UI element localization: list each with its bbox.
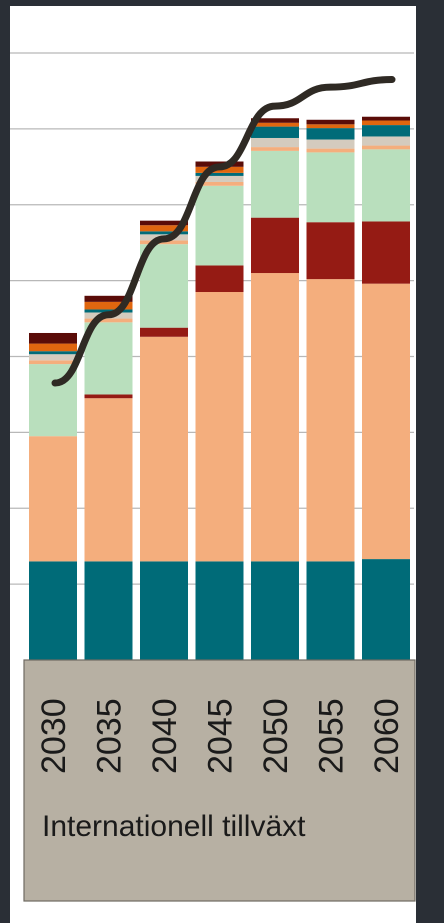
- group-label: Internationell tillväxt: [42, 810, 306, 843]
- bar-segment-2040-8: [140, 225, 188, 232]
- bar-segment-2050-8: [251, 122, 299, 127]
- bar-segment-2035-9: [84, 295, 133, 302]
- bar-segment-2050-2: [251, 273, 299, 562]
- bar-segment-2040-4: [140, 244, 188, 328]
- bar-segment-2060-5: [362, 145, 410, 150]
- category-axis: 2030 2035 2040 2045 2050 2055 2060 Internation…: [23, 659, 416, 902]
- bar-segment-2045-6: [195, 175, 244, 182]
- bar-segment-2035-8: [84, 301, 133, 310]
- tick-label-2060: 2060: [368, 698, 406, 774]
- bar-segment-2060-3: [362, 221, 410, 284]
- bar-segment-2045-2: [195, 292, 244, 562]
- bar-segment-2035-3: [84, 394, 133, 399]
- bar-segment-2050-9: [251, 118, 299, 123]
- bar-segment-2060-4: [362, 149, 410, 222]
- bar-segment-2035-4: [84, 322, 133, 395]
- bar-segment-2055-9: [306, 119, 355, 125]
- bar-segment-2055-5: [306, 148, 355, 153]
- bar-segment-2045-4: [195, 185, 244, 266]
- bar-segment-2030-9: [29, 332, 77, 344]
- bar-segment-2050-5: [251, 147, 299, 151]
- bar-segment-2030-7: [29, 351, 77, 355]
- bar-segment-2060-6: [362, 136, 410, 146]
- bar-segment-2030-2: [29, 436, 77, 562]
- bar-segment-2040-1: [140, 561, 188, 660]
- bar-segment-2055-4: [306, 152, 355, 223]
- bar-segment-2055-7: [306, 128, 355, 140]
- bar-segment-2035-2: [84, 398, 133, 562]
- bar-segment-2050-1: [251, 561, 299, 660]
- bar-segment-2050-3: [251, 217, 299, 274]
- category-ticks: 2030 2035 2040 2045 2050 2055 2060: [35, 698, 406, 774]
- bar-segment-2060-7: [362, 125, 410, 137]
- bar-segment-2035-7: [84, 309, 133, 313]
- bar-segment-2060-9: [362, 116, 410, 121]
- bar-segment-2050-7: [251, 126, 299, 138]
- category-axis-box: [23, 659, 416, 902]
- bar-segment-2060-1: [362, 559, 410, 660]
- trend-line: [51, 76, 396, 387]
- bar-segment-2045-5: [195, 181, 244, 186]
- tick-label-2030: 2030: [35, 698, 73, 774]
- bar-segment-2035-1: [84, 561, 133, 660]
- bar-segment-2050-6: [251, 137, 299, 148]
- tick-label-2045: 2045: [202, 698, 240, 774]
- tick-label-2035: 2035: [91, 698, 129, 774]
- bar-segment-2040-9: [140, 220, 188, 226]
- bar-segment-2045-3: [195, 265, 244, 293]
- bar-segment-2030-6: [29, 354, 77, 361]
- tick-label-2050: 2050: [257, 698, 295, 774]
- bar-segment-2040-3: [140, 327, 188, 337]
- bar-segment-2055-2: [306, 279, 355, 562]
- bar-segment-2055-3: [306, 222, 355, 280]
- bar-segment-2060-2: [362, 283, 410, 560]
- bars: [29, 116, 410, 660]
- bar-segment-2030-8: [29, 343, 77, 352]
- bar-segment-2040-7: [140, 231, 188, 235]
- bar-segment-2050-4: [251, 150, 299, 218]
- bar-segment-2055-8: [306, 124, 355, 129]
- bar-segment-2035-5: [84, 318, 133, 323]
- tick-label-2055: 2055: [313, 698, 351, 774]
- bar-segment-2060-8: [362, 120, 410, 126]
- bar-segment-2045-7: [195, 172, 244, 176]
- bar-segment-2040-2: [140, 336, 188, 562]
- bar-segment-2045-1: [195, 561, 244, 660]
- bar-segment-2055-6: [306, 139, 355, 149]
- trend-line-group: [51, 76, 396, 387]
- bar-segment-2030-1: [29, 561, 77, 660]
- tick-label-2040: 2040: [146, 698, 184, 774]
- bar-segment-2030-5: [29, 360, 77, 365]
- bar-segment-2055-1: [306, 561, 355, 660]
